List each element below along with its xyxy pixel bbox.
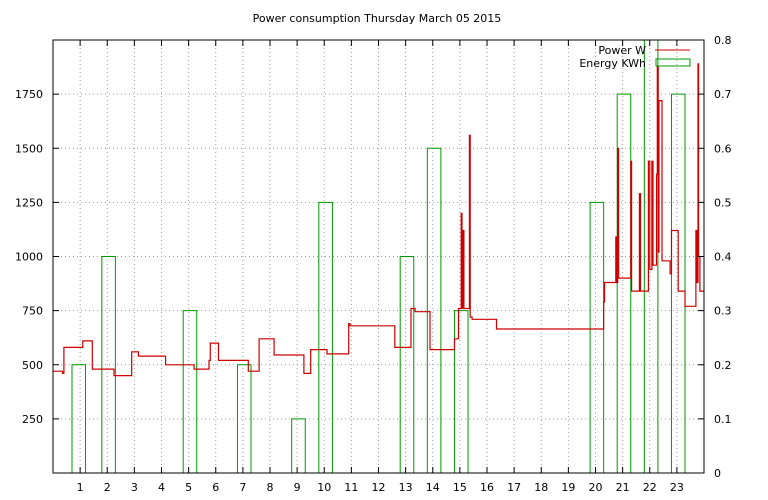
energy-bar — [236, 364, 252, 473]
y-tick-label: 750 — [22, 305, 43, 318]
energy-bar — [426, 147, 442, 473]
grid-lines — [53, 40, 704, 473]
x-tick-label: 9 — [294, 481, 301, 494]
y2-tick-label: 0.3 — [714, 305, 732, 318]
x-tick-label: 1 — [77, 481, 84, 494]
energy-bar — [643, 39, 659, 473]
x-tick-label: 16 — [480, 481, 494, 494]
x-tick-label: 6 — [212, 481, 219, 494]
power-line — [53, 63, 704, 377]
energy-bar — [291, 418, 306, 473]
legend: Power W Energy KWh — [579, 44, 691, 70]
energy-bar — [399, 256, 415, 473]
y2-tick-label: 0.5 — [714, 196, 732, 209]
x-tick-label: 7 — [239, 481, 246, 494]
x-tick-label: 19 — [561, 481, 575, 494]
x-tick-label: 11 — [344, 481, 358, 494]
y2-tick-label: 0.8 — [714, 34, 732, 47]
axes: 1 2 3 4 5 6 7 8 9 10 11 12 13 14 15 16 17 18 19 20 21 22 23250… — [15, 34, 732, 494]
chart-title: Power consumption Thursday March 05 2015 — [253, 12, 502, 25]
legend-label-power: Power W — [598, 44, 646, 57]
energy-bar — [453, 310, 469, 473]
x-tick-label: 8 — [267, 481, 274, 494]
y-tick-label: 250 — [22, 413, 43, 426]
energy-kwh-series — [71, 39, 686, 473]
y-tick-label: 1750 — [15, 88, 43, 101]
x-tick-label: 4 — [158, 481, 165, 494]
y-tick-label: 1500 — [15, 142, 43, 155]
legend-label-energy: Energy KWh — [579, 57, 646, 70]
legend-swatch-energy — [655, 58, 691, 67]
y-tick-label: 1000 — [15, 251, 43, 264]
x-tick-label: 2 — [104, 481, 111, 494]
y2-tick-label: 0.6 — [714, 142, 732, 155]
y-tick-label: 1250 — [15, 196, 43, 209]
x-tick-label: 12 — [372, 481, 386, 494]
x-tick-label: 3 — [131, 481, 138, 494]
energy-bar — [101, 256, 116, 473]
x-tick-label: 13 — [399, 481, 413, 494]
x-tick-label: 23 — [670, 481, 684, 494]
x-tick-label: 20 — [589, 481, 603, 494]
x-tick-label: 15 — [453, 481, 467, 494]
x-tick-label: 17 — [507, 481, 521, 494]
y2-tick-label: 0.4 — [714, 251, 732, 264]
power-w-series — [53, 63, 704, 377]
y2-tick-label: 0.2 — [714, 359, 732, 372]
x-tick-label: 5 — [185, 481, 192, 494]
x-tick-label: 14 — [426, 481, 440, 494]
x-tick-label: 18 — [534, 481, 548, 494]
x-tick-label: 10 — [317, 481, 331, 494]
x-tick-label: 22 — [643, 481, 657, 494]
energy-bar — [182, 310, 198, 473]
energy-bar — [670, 93, 686, 473]
y2-tick-label: 0.1 — [714, 413, 732, 426]
y2-tick-label: 0.7 — [714, 88, 732, 101]
energy-bar — [589, 201, 605, 473]
energy-bar — [616, 93, 632, 473]
y2-tick-label: 0 — [714, 467, 721, 480]
y-tick-label: 500 — [22, 359, 43, 372]
x-tick-label: 21 — [616, 481, 630, 494]
energy-bar — [318, 201, 333, 473]
energy-bar — [71, 364, 87, 473]
